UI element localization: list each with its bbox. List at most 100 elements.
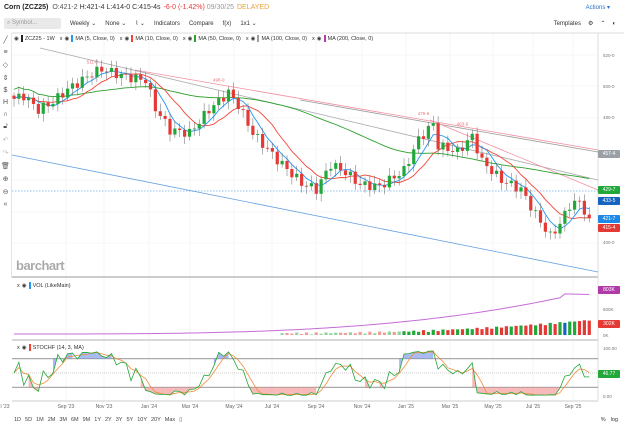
stoch-fill bbox=[521, 387, 526, 395]
range-3y[interactable]: 3Y bbox=[115, 417, 123, 423]
volume-bar bbox=[382, 332, 387, 335]
settings-icon[interactable]: ⚙ bbox=[587, 21, 594, 27]
stoch-legend: x ◉ STOCHF (14, 3, MA) bbox=[17, 344, 84, 351]
function-button[interactable]: f(x) bbox=[222, 20, 232, 27]
range-5d[interactable]: 5D bbox=[25, 417, 33, 423]
range-2m[interactable]: 2M bbox=[47, 417, 56, 423]
stoch-fill bbox=[501, 387, 507, 395]
lock-icon[interactable]: 🔓︎ bbox=[3, 123, 8, 130]
symbol-search-input[interactable]: ⌕ Symbol... bbox=[4, 18, 61, 29]
actions-menu[interactable]: Actions ▾ bbox=[585, 5, 610, 11]
pattern-tool-icon[interactable]: H bbox=[2, 99, 9, 106]
price-badge: 415-4 bbox=[598, 224, 620, 232]
visibility-icon[interactable]: ◉ bbox=[64, 35, 70, 42]
remove-icon[interactable]: x bbox=[182, 35, 186, 42]
chart-type-dropdown[interactable]: ⌇ ⌄ bbox=[135, 21, 145, 27]
collapse-icon[interactable]: ⌃ bbox=[600, 21, 606, 27]
ma50-line bbox=[13, 86, 590, 180]
candle bbox=[368, 181, 372, 191]
range-10y[interactable]: 10Y bbox=[137, 417, 147, 423]
legend-item[interactable]: x ◉ MA (200, Close, 0) bbox=[312, 35, 373, 42]
collapse-toolbar-icon[interactable]: « bbox=[3, 201, 8, 208]
stoch-fill bbox=[491, 387, 497, 395]
candle bbox=[378, 183, 382, 185]
undo-icon[interactable]: ↶ bbox=[2, 137, 9, 144]
visibility-icon[interactable]: ◉ bbox=[250, 35, 256, 42]
stoch-fill bbox=[496, 387, 502, 395]
shapes-tool-icon[interactable]: ◇ bbox=[2, 62, 9, 69]
open-value: O:421-2 bbox=[52, 4, 78, 11]
percent-toggle[interactable]: % bbox=[600, 417, 606, 423]
measure-tool-icon[interactable]: ⇕ bbox=[2, 75, 9, 82]
candle bbox=[236, 97, 240, 109]
fib-tool-icon[interactable]: ≡ bbox=[3, 49, 8, 56]
price-axis-label: 480-0 bbox=[603, 115, 615, 120]
dark-mode-icon[interactable]: ◐ bbox=[612, 20, 616, 27]
volume-bar bbox=[387, 331, 391, 335]
candle bbox=[509, 180, 513, 184]
layout-dropdown[interactable]: 1x1 ⌄ bbox=[240, 21, 257, 27]
legend-item[interactable]: x ◉ MA (10, Close, 0) bbox=[120, 35, 178, 42]
visibility-icon[interactable]: ◉ bbox=[124, 35, 130, 42]
remove-icon[interactable]: x bbox=[119, 35, 123, 42]
candle bbox=[309, 183, 313, 187]
trash-icon[interactable]: 🗑︎ bbox=[1, 163, 10, 170]
redo-icon[interactable]: ↷ bbox=[2, 150, 9, 157]
range-1d[interactable]: 1D bbox=[14, 417, 22, 423]
candle bbox=[475, 133, 479, 154]
stoch-fill bbox=[540, 387, 546, 396]
range-2y[interactable]: 2Y bbox=[105, 417, 112, 423]
visibility-icon[interactable]: ◉ bbox=[14, 35, 19, 42]
volume-bar bbox=[582, 320, 586, 335]
range-20y[interactable]: 20Y bbox=[151, 417, 161, 423]
calendar-icon[interactable]: ▯ bbox=[179, 417, 183, 423]
remove-icon[interactable]: x bbox=[17, 282, 20, 289]
price-tool-icon[interactable]: $ bbox=[3, 87, 8, 94]
compare-button[interactable]: Compare bbox=[188, 20, 214, 27]
volume-bar bbox=[460, 329, 465, 335]
aggregation-dropdown[interactable]: None ⌄ bbox=[105, 21, 127, 27]
volume-bar bbox=[509, 326, 513, 335]
log-toggle[interactable]: log bbox=[610, 417, 618, 423]
candle bbox=[426, 125, 430, 139]
range-1m[interactable]: 1M bbox=[36, 417, 44, 423]
remove-icon[interactable]: x bbox=[17, 344, 20, 351]
legend-item[interactable]: x ◉ MA (5, Close, 0) bbox=[60, 35, 115, 42]
legend-item[interactable]: ◉ ZCZ25 - 1W bbox=[14, 35, 55, 42]
candle bbox=[392, 175, 396, 179]
candle bbox=[105, 71, 109, 73]
range-6m[interactable]: 6M bbox=[70, 417, 79, 423]
zoom-out-icon[interactable]: ⊖ bbox=[2, 189, 9, 196]
range-5y[interactable]: 5Y bbox=[126, 417, 134, 423]
candle bbox=[397, 176, 401, 179]
remove-icon[interactable]: x bbox=[245, 35, 249, 42]
remove-icon[interactable]: x bbox=[59, 35, 63, 42]
candle bbox=[183, 130, 187, 137]
line-tool-icon[interactable]: ╱ bbox=[3, 37, 8, 44]
visibility-icon[interactable]: ◉ bbox=[316, 35, 322, 42]
candle bbox=[339, 163, 343, 171]
candle bbox=[402, 166, 406, 177]
range-max[interactable]: Max bbox=[164, 417, 176, 423]
interval-dropdown[interactable]: Weekly ⌄ bbox=[70, 21, 97, 27]
range-9m[interactable]: 9M bbox=[82, 417, 91, 423]
stoch-fill bbox=[486, 387, 492, 395]
magnet-icon[interactable]: ∩ bbox=[2, 111, 9, 118]
visibility-icon[interactable]: ◉ bbox=[21, 344, 27, 351]
x-axis-label: Nov '24 bbox=[353, 404, 371, 410]
templates-button[interactable]: Templates bbox=[553, 20, 581, 27]
indicators-button[interactable]: Indicators bbox=[153, 20, 180, 27]
remove-icon[interactable]: x bbox=[312, 35, 315, 42]
candle bbox=[80, 76, 84, 88]
visibility-icon[interactable]: ◉ bbox=[187, 35, 193, 42]
visibility-icon[interactable]: ◉ bbox=[21, 282, 27, 289]
legend-label: MA (10, Close, 0) bbox=[135, 35, 178, 42]
legend-item[interactable]: x ◉ MA (50, Close, 0) bbox=[183, 35, 241, 42]
range-3m[interactable]: 3M bbox=[59, 417, 67, 423]
zoom-in-icon[interactable]: ⊕ bbox=[2, 176, 9, 183]
trendline bbox=[134, 69, 599, 151]
range-1y[interactable]: 1Y bbox=[94, 417, 101, 423]
legend-item[interactable]: x ◉ MA (100, Close, 0) bbox=[246, 35, 307, 42]
candle bbox=[139, 74, 143, 80]
